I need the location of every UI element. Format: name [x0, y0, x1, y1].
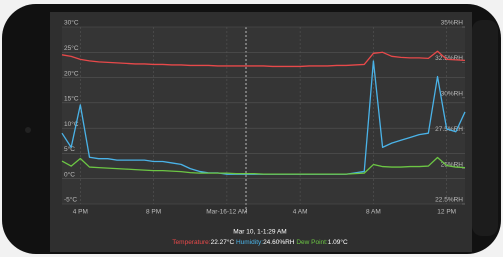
x-tick-label: 8 AM [366, 209, 381, 216]
y-tick-label: -5°C [64, 196, 77, 204]
phone-sensor [25, 127, 31, 133]
y2-tick-label: 22.5%RH [435, 197, 463, 204]
readout-label: Dew Point: [296, 239, 328, 246]
readout: Temperature:22.27°C Humidity:24.60%RH De… [172, 238, 348, 246]
x-tick-label: 12 PM [437, 209, 456, 216]
page: {"chart_data": { "type": "line", "catego… [0, 0, 503, 257]
x-tick-label: 4 PM [73, 209, 88, 216]
readout-value: 22.27°C [211, 238, 235, 246]
x-tick-label: Mar-16-12 AM [206, 209, 247, 216]
y-tick-label: 20°C [64, 69, 79, 77]
y2-tick-label: 30%RH [441, 91, 464, 98]
y2-tick-label: 32.5%RH [435, 55, 463, 62]
x-tick-label: 4 AM [293, 209, 308, 216]
y-tick-label: 30°C [64, 19, 79, 27]
readout-value: 1.09°C [328, 238, 348, 246]
y2-tick-label: 35%RH [441, 20, 464, 27]
y-tick-label: 15°C [64, 95, 79, 103]
readout-value: 24.60%RH [263, 239, 295, 246]
x-tick-label: 8 PM [146, 209, 161, 216]
y-tick-label: 0°C [64, 170, 75, 178]
readout-label: Humidity: [236, 239, 263, 246]
phone-screenshot: -5°C0°C5°C10°C15°C20°C25°C30°C22.5%RH25%… [0, 0, 503, 257]
y-tick-label: 5°C [64, 145, 75, 153]
readout-time: Mar 10, 1-1:29 AM [233, 229, 286, 236]
readout-label: Temperature: [172, 239, 210, 246]
y-tick-label: 25°C [64, 44, 79, 52]
phone-edge [472, 20, 498, 236]
plot-area [62, 27, 465, 204]
